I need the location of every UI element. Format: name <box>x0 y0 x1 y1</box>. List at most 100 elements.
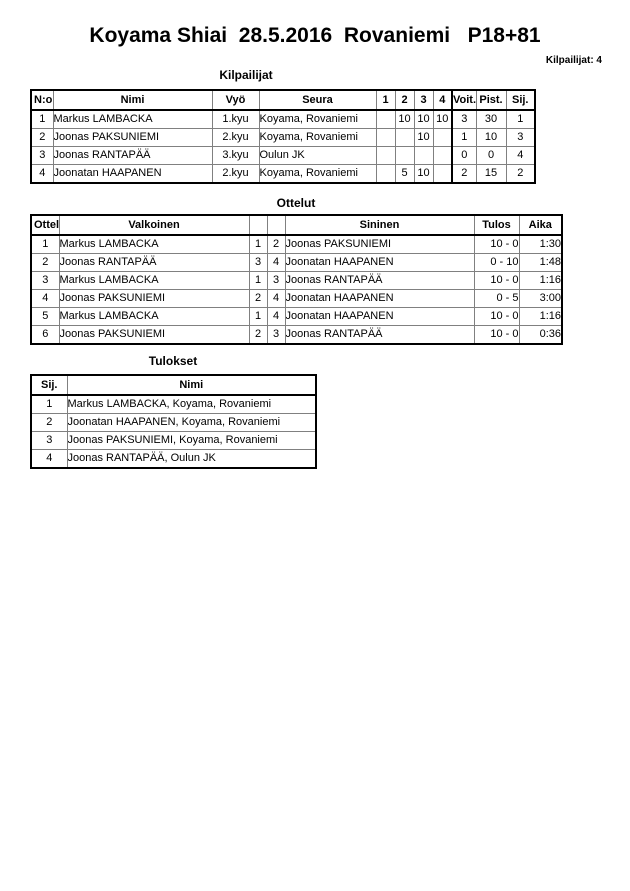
cell-club: Koyama, Rovaniemi <box>258 164 377 184</box>
cell-rank: 2 <box>505 164 536 184</box>
column-header-blue: Sininen <box>284 214 475 236</box>
cell-white-number: 3 <box>248 253 268 272</box>
cell-blue: Joonas PAKSUNIEMI <box>284 234 475 254</box>
column-header-opponent-4: 4 <box>432 89 453 111</box>
table-row: 4 Joonas RANTAPÄÄ, Oulun JK <box>30 449 317 469</box>
cell-opponent-3: 10 <box>413 128 434 147</box>
column-header-rank: Sij. <box>505 89 536 111</box>
cell-rank: 4 <box>505 146 536 165</box>
cell-time: 1:48 <box>518 253 563 272</box>
cell-belt: 2.kyu <box>211 164 260 184</box>
column-header-result: Tulos <box>473 214 520 236</box>
cell-result-rank: 2 <box>30 413 68 432</box>
cell-result-rank: 1 <box>30 394 68 414</box>
cell-opponent-2: 10 <box>394 109 415 129</box>
section-title-results: Tulokset <box>148 354 198 368</box>
table-row: 4 Joonas PAKSUNIEMI 2 4 Joonatan HAAPANE… <box>30 289 563 308</box>
cell-number: 2 <box>30 128 54 147</box>
cell-time: 1:16 <box>518 271 563 290</box>
cell-name: Joonatan HAAPANEN <box>52 164 213 184</box>
cell-opponent-2: 5 <box>394 164 415 184</box>
cell-blue-number: 3 <box>266 325 286 345</box>
cell-match: 2 <box>30 253 60 272</box>
cell-points: 0 <box>475 146 507 165</box>
cell-number: 3 <box>30 146 54 165</box>
cell-time: 1:30 <box>518 234 563 254</box>
column-header-belt: Vyö <box>211 89 260 111</box>
cell-belt: 1.kyu <box>211 109 260 129</box>
cell-time: 0:36 <box>518 325 563 345</box>
column-header-number: N:o <box>30 89 54 111</box>
results-table-header-row: Sij. Nimi <box>30 374 317 396</box>
cell-wins: 3 <box>451 109 477 129</box>
cell-blue: Joonatan HAAPANEN <box>284 307 475 326</box>
results-table: Sij. Nimi 1 Markus LAMBACKA, Koyama, Rov… <box>30 374 317 469</box>
table-row: 3 Joonas RANTAPÄÄ 3.kyu Oulun JK 0 0 4 <box>30 146 536 165</box>
matches-table: Ottelu Valkoinen Sininen Tulos Aika 1 Ma… <box>30 214 563 345</box>
cell-name: Markus LAMBACKA <box>52 109 213 129</box>
cell-result: 10 - 0 <box>473 271 520 290</box>
cell-belt: 3.kyu <box>211 146 260 165</box>
cell-result-name: Markus LAMBACKA, Koyama, Rovaniemi <box>66 394 317 414</box>
cell-white: Markus LAMBACKA <box>58 234 250 254</box>
cell-wins: 2 <box>451 164 477 184</box>
column-header-opponent-2: 2 <box>394 89 415 111</box>
column-header-white: Valkoinen <box>58 214 250 236</box>
column-header-club: Seura <box>258 89 377 111</box>
table-row: 2 Joonatan HAAPANEN, Koyama, Rovaniemi <box>30 413 317 432</box>
cell-points: 15 <box>475 164 507 184</box>
column-header-match: Ottelu <box>30 214 60 236</box>
cell-blue-number: 4 <box>266 253 286 272</box>
cell-opponent-4 <box>432 128 453 147</box>
cell-blue: Joonatan HAAPANEN <box>284 289 475 308</box>
column-header-points: Pist. <box>475 89 507 111</box>
cell-opponent-2 <box>394 128 415 147</box>
cell-belt: 2.kyu <box>211 128 260 147</box>
cell-white-number: 1 <box>248 307 268 326</box>
table-row: 3 Joonas PAKSUNIEMI, Koyama, Rovaniemi <box>30 431 317 450</box>
cell-result-rank: 3 <box>30 431 68 450</box>
cell-club: Koyama, Rovaniemi <box>258 128 377 147</box>
column-header-wins: Voit. <box>451 89 477 111</box>
cell-result: 0 - 10 <box>473 253 520 272</box>
cell-match: 3 <box>30 271 60 290</box>
cell-opponent-2 <box>394 146 415 165</box>
cell-match: 1 <box>30 234 60 254</box>
cell-rank: 1 <box>505 109 536 129</box>
cell-white-number: 1 <box>248 234 268 254</box>
column-header-blue-number <box>266 214 286 236</box>
cell-opponent-1 <box>375 164 396 184</box>
cell-name: Joonas PAKSUNIEMI <box>52 128 213 147</box>
cell-blue: Joonas RANTAPÄÄ <box>284 325 475 345</box>
cell-white: Joonas PAKSUNIEMI <box>58 289 250 308</box>
cell-white-number: 2 <box>248 289 268 308</box>
competitor-count-label: Kilpailijat: 4 <box>545 55 602 66</box>
cell-opponent-4: 10 <box>432 109 453 129</box>
cell-rank: 3 <box>505 128 536 147</box>
cell-blue-number: 2 <box>266 234 286 254</box>
section-title-competitors: Kilpailijat <box>219 68 273 82</box>
column-header-result-name: Nimi <box>66 374 317 396</box>
table-row: 1 Markus LAMBACKA 1 2 Joonas PAKSUNIEMI … <box>30 234 563 254</box>
cell-result: 10 - 0 <box>473 307 520 326</box>
page-title: Koyama Shiai 28.5.2016 Rovaniemi P18+81 <box>89 24 541 47</box>
table-row: 5 Markus LAMBACKA 1 4 Joonatan HAAPANEN … <box>30 307 563 326</box>
cell-blue-number: 3 <box>266 271 286 290</box>
column-header-white-number <box>248 214 268 236</box>
cell-match: 4 <box>30 289 60 308</box>
cell-points: 30 <box>475 109 507 129</box>
cell-points: 10 <box>475 128 507 147</box>
column-header-time: Aika <box>518 214 563 236</box>
cell-opponent-3: 10 <box>413 164 434 184</box>
column-header-result-rank: Sij. <box>30 374 68 396</box>
cell-result-name: Joonas RANTAPÄÄ, Oulun JK <box>66 449 317 469</box>
cell-opponent-4 <box>432 146 453 165</box>
cell-white: Markus LAMBACKA <box>58 271 250 290</box>
cell-time: 1:16 <box>518 307 563 326</box>
cell-match: 6 <box>30 325 60 345</box>
cell-opponent-4 <box>432 164 453 184</box>
column-header-name: Nimi <box>52 89 213 111</box>
cell-white: Joonas RANTAPÄÄ <box>58 253 250 272</box>
section-title-matches: Ottelut <box>276 196 316 210</box>
column-header-opponent-1: 1 <box>375 89 396 111</box>
